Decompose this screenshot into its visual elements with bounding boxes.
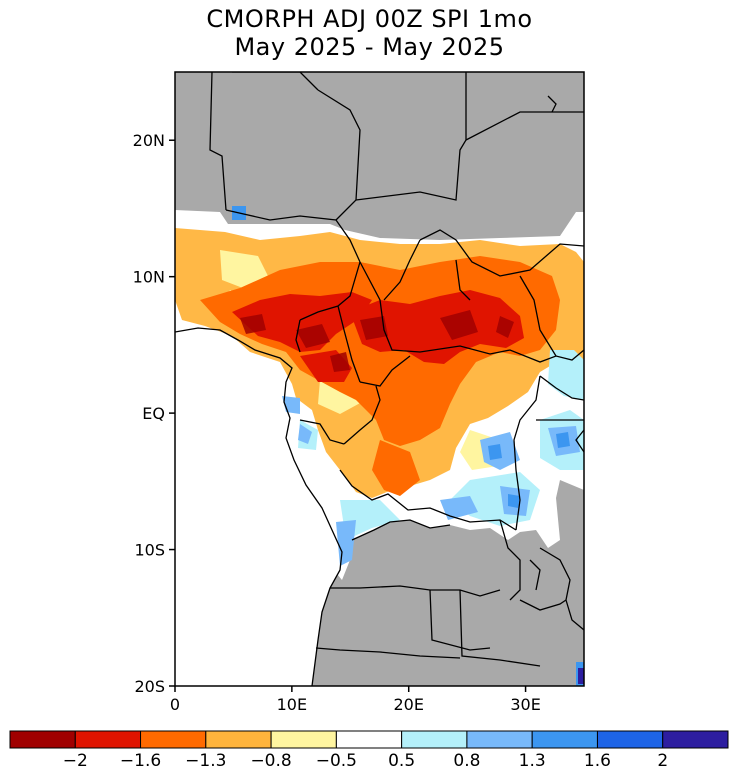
lat-tick-label: 10N (133, 268, 165, 287)
legend-swatch (531, 730, 598, 749)
legend-label: −0.8 (250, 751, 291, 771)
latitude-axis: 20N 10N EQ 10S 20S (133, 131, 175, 696)
country-borders (175, 72, 584, 686)
lat-tick-label: 20N (133, 131, 165, 150)
legend-label: −1.3 (185, 751, 226, 771)
legend-swatch (662, 730, 729, 749)
map-title-line1: CMORPH ADJ 00Z SPI 1mo (206, 5, 533, 33)
legend-label: 1.6 (584, 751, 611, 771)
legend-swatch (140, 730, 207, 749)
legend-label: 0.5 (388, 751, 415, 771)
legend-swatch (74, 730, 142, 749)
legend-swatch (596, 730, 664, 749)
legend-label: 0.8 (453, 751, 480, 771)
lon-tick-label: 10E (277, 695, 307, 714)
legend-label: 2 (657, 751, 668, 771)
spi-dry-light (220, 250, 500, 470)
legend-swatch (335, 730, 403, 749)
legend-label: −1.6 (120, 751, 161, 771)
legend-label: 1.3 (519, 751, 546, 771)
lat-tick-label: 10S (134, 541, 165, 560)
lat-tick-label: 20S (134, 677, 165, 696)
legend-swatch (270, 730, 337, 749)
legend-label: −2 (63, 751, 88, 771)
longitude-axis: 0 10E 20E 30E (170, 686, 541, 714)
lat-tick-label: EQ (142, 404, 165, 423)
legend-swatch (466, 730, 533, 749)
spi-wet-moderate (282, 396, 580, 566)
spi-wet-very-high (578, 668, 584, 684)
legend-swatch (401, 730, 468, 749)
map-title-line2: May 2025 - May 2025 (234, 33, 505, 61)
lon-tick-label: 20E (393, 695, 423, 714)
legend-label: −0.5 (316, 751, 357, 771)
color-legend: −2 −1.6 −1.3 −0.8 −0.5 0.5 0.8 1.3 1.6 2 (9, 730, 729, 771)
spi-dry-exceptional (240, 310, 514, 372)
legend-swatch (9, 730, 76, 749)
lon-tick-label: 0 (170, 695, 180, 714)
lon-tick-label: 30E (510, 695, 540, 714)
legend-swatch (205, 730, 272, 749)
map-frame (174, 71, 585, 687)
